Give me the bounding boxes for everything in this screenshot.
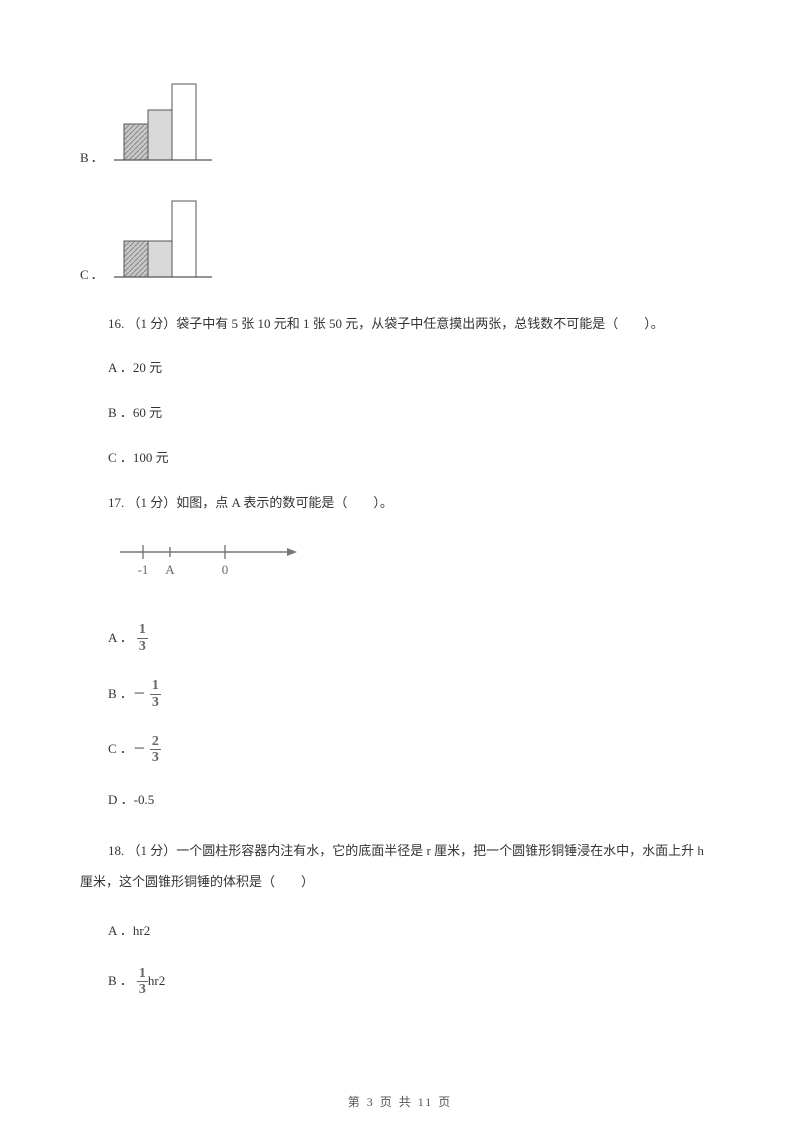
option-b-row: B． xyxy=(80,80,720,169)
q17-option-a: A ． 1 3 xyxy=(80,622,720,654)
option-c-label: C． xyxy=(80,265,106,286)
page-footer: 第 3 页 共 11 页 xyxy=(0,1093,800,1112)
q18-b-prefix: B ． xyxy=(108,971,133,992)
q16-option-c: C ．100 元 xyxy=(80,448,720,469)
q16-option-b: B ．60 元 xyxy=(80,403,720,424)
q17-option-c: C ．－ 2 3 xyxy=(80,734,720,766)
fraction-icon: 1 3 xyxy=(137,966,148,998)
svg-text:0: 0 xyxy=(222,562,229,577)
q18-option-b: B ． 1 3 hr2 xyxy=(80,966,720,998)
question-18: 18. （1 分）一个圆柱形容器内注有水，它的底面半径是 r 厘米，把一个圆锥形… xyxy=(80,835,720,897)
svg-text:-1: -1 xyxy=(138,562,149,577)
q17-option-d: D ．-0.5 xyxy=(80,790,720,811)
question-16: 16. （1 分）袋子中有 5 张 10 元和 1 张 50 元，从袋子中任意摸… xyxy=(80,314,720,335)
svg-text:A: A xyxy=(165,562,175,577)
bar-chart-c xyxy=(114,197,214,286)
q17-b-prefix: B ．－ xyxy=(108,684,146,705)
bar-chart-b xyxy=(114,80,214,169)
question-17: 17. （1 分）如图，点 A 表示的数可能是（ ）。 xyxy=(80,493,720,514)
fraction-icon: 1 3 xyxy=(137,622,148,654)
q17-option-b: B ．－ 1 3 xyxy=(80,678,720,710)
number-line: -1 A 0 xyxy=(115,538,720,593)
fraction-icon: 1 3 xyxy=(150,678,161,710)
option-b-label: B． xyxy=(80,148,106,169)
option-c-row: C． xyxy=(80,197,720,286)
fraction-icon: 2 3 xyxy=(150,734,161,766)
q16-option-a: A ．20 元 xyxy=(80,358,720,379)
q17-c-prefix: C ．－ xyxy=(108,739,146,760)
q17-a-prefix: A ． xyxy=(108,628,133,649)
q18-b-suffix: hr2 xyxy=(148,971,165,992)
q18-option-a: A ．hr2 xyxy=(80,921,720,942)
